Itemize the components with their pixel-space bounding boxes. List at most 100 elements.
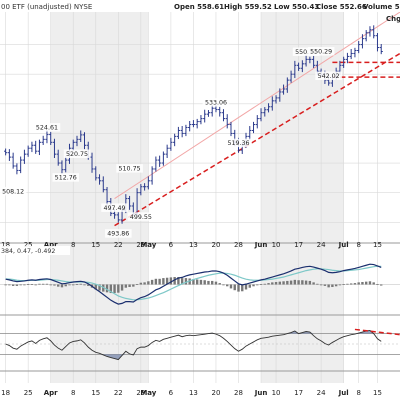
macd-histogram-bar bbox=[289, 280, 293, 285]
macd-histogram-bar bbox=[372, 282, 375, 285]
x-tick-label-bottom: 8 bbox=[71, 389, 75, 397]
macd-histogram-bar bbox=[19, 284, 22, 286]
x-tick-label: 22 bbox=[114, 241, 123, 249]
low-value: Low 550.43 bbox=[274, 3, 319, 11]
x-tick-label: 15 bbox=[91, 241, 100, 249]
macd-histogram-bar bbox=[139, 282, 143, 285]
price-annotation: 550.29 bbox=[310, 49, 332, 56]
x-tick-label-bottom: May bbox=[140, 389, 156, 397]
chart-title: 00 ETF (unadjusted) NYSE bbox=[1, 3, 92, 11]
price-annotation: 533.06 bbox=[205, 100, 227, 107]
x-tick-label-bottom: 24 bbox=[317, 389, 326, 397]
close-value: Close 552.66 bbox=[316, 3, 367, 11]
macd-histogram-bar bbox=[79, 283, 82, 285]
macd-histogram-bar bbox=[169, 277, 173, 285]
macd-histogram-bar bbox=[380, 284, 383, 286]
price-annotation-bg bbox=[202, 98, 230, 107]
macd-histogram-bar bbox=[11, 284, 15, 286]
macd-histogram-bar bbox=[117, 284, 120, 293]
price-annotation-bg bbox=[116, 164, 143, 173]
x-tick-label-bottom: 29 bbox=[136, 389, 145, 397]
x-tick-label-bottom: 17 bbox=[294, 389, 303, 397]
price-annotation-bg bbox=[307, 47, 335, 56]
price-annotation: 519.36 bbox=[227, 140, 249, 147]
macd-histogram-bar bbox=[83, 284, 86, 286]
macd-histogram-bar bbox=[113, 284, 116, 294]
x-tick-label-bottom: 15 bbox=[373, 389, 382, 397]
macd-histogram-bar bbox=[68, 284, 71, 286]
x-tick-label: May bbox=[140, 241, 156, 249]
macd-histogram-bar bbox=[222, 284, 225, 286]
price-annotation-bg bbox=[292, 47, 320, 57]
macd-label-bg bbox=[0, 246, 70, 255]
macd-histogram-bar bbox=[207, 280, 210, 285]
macd-histogram-bar bbox=[154, 278, 158, 285]
macd-histogram-bar bbox=[286, 280, 289, 285]
x-tick-label: 24 bbox=[317, 241, 326, 249]
x-tick-label: Apr bbox=[44, 241, 58, 249]
x-tick-label-bottom: 6 bbox=[169, 389, 174, 397]
x-tick-label: 28 bbox=[234, 241, 243, 249]
macd-histogram-bar bbox=[165, 277, 169, 285]
oscillator-overbought-fill bbox=[5, 330, 382, 334]
macd-histogram-bar bbox=[364, 281, 368, 285]
macd-histogram-bar bbox=[49, 284, 52, 286]
x-tick-label-bottom: 20 bbox=[212, 389, 221, 397]
price-trendline-0 bbox=[114, 52, 400, 227]
macd-histogram-bar bbox=[158, 278, 161, 285]
macd-histogram-bar bbox=[282, 281, 285, 285]
x-tick-label: 15 bbox=[373, 241, 382, 249]
x-tick-label-bottom: 13 bbox=[189, 389, 198, 397]
macd-histogram-bar bbox=[109, 284, 112, 294]
macd-histogram-bar bbox=[259, 284, 263, 285]
macd-histogram-bar bbox=[229, 284, 233, 289]
macd-histogram-bar bbox=[128, 284, 131, 287]
price-annotation-bg bbox=[52, 173, 80, 182]
macd-histogram-bar bbox=[319, 284, 323, 286]
macd-histogram-bar bbox=[30, 284, 34, 285]
macd-histogram-bar bbox=[323, 284, 327, 286]
macd-histogram-bar bbox=[267, 283, 270, 285]
macd-histogram-bar bbox=[304, 280, 308, 285]
price-annotation-bg bbox=[0, 186, 27, 196]
macd-histogram-bar bbox=[233, 284, 236, 291]
x-tick-label: 8 bbox=[356, 241, 360, 249]
x-tick-label: 20 bbox=[212, 241, 221, 249]
macd-histogram-bar bbox=[15, 284, 19, 286]
macd-histogram-bar bbox=[102, 284, 105, 292]
volume-value: Volume 55.9M bbox=[363, 3, 400, 11]
macd-histogram-bar bbox=[173, 277, 176, 285]
macd-histogram-bar bbox=[162, 278, 165, 285]
x-tick-label: 25 bbox=[24, 241, 33, 249]
macd-histogram-bar bbox=[342, 284, 345, 285]
macd-histogram-bar bbox=[244, 284, 248, 290]
macd-histogram-bar bbox=[211, 280, 214, 285]
price-annotation-bg bbox=[101, 203, 128, 212]
macd-histogram-bar bbox=[271, 282, 274, 285]
macd-histogram-bar bbox=[26, 284, 30, 285]
x-tick-label: 13 bbox=[189, 241, 198, 249]
macd-histogram-bar bbox=[334, 284, 338, 287]
x-tick-label: 18 bbox=[1, 241, 10, 249]
chg-label: Chg bbox=[386, 15, 400, 23]
macd-histogram-bar bbox=[297, 280, 300, 285]
macd-histogram-bar bbox=[60, 284, 64, 288]
price-annotation: 524.61 bbox=[36, 125, 58, 132]
price-annotation: 512.76 bbox=[55, 175, 77, 182]
oscillator-line bbox=[5, 330, 382, 361]
macd-histogram-bar bbox=[94, 284, 97, 290]
macd-label: 384, 0.47, -0.492 bbox=[1, 248, 55, 255]
x-tick-label-bottom: 25 bbox=[24, 389, 33, 397]
macd-histogram-bar bbox=[180, 278, 184, 285]
macd-histogram-bar bbox=[45, 283, 49, 285]
macd-histogram-bar bbox=[120, 284, 124, 291]
macd-histogram-bar bbox=[376, 284, 379, 285]
price-annotation: 520.75 bbox=[66, 151, 88, 158]
x-tick-label: 10 bbox=[272, 241, 281, 249]
macd-histogram-bar bbox=[41, 283, 45, 285]
macd-histogram-bar bbox=[241, 284, 244, 292]
macd-histogram-bar bbox=[135, 284, 139, 285]
price-annotation: 542.02 bbox=[318, 73, 340, 80]
x-tick-label: Jul bbox=[338, 241, 349, 249]
